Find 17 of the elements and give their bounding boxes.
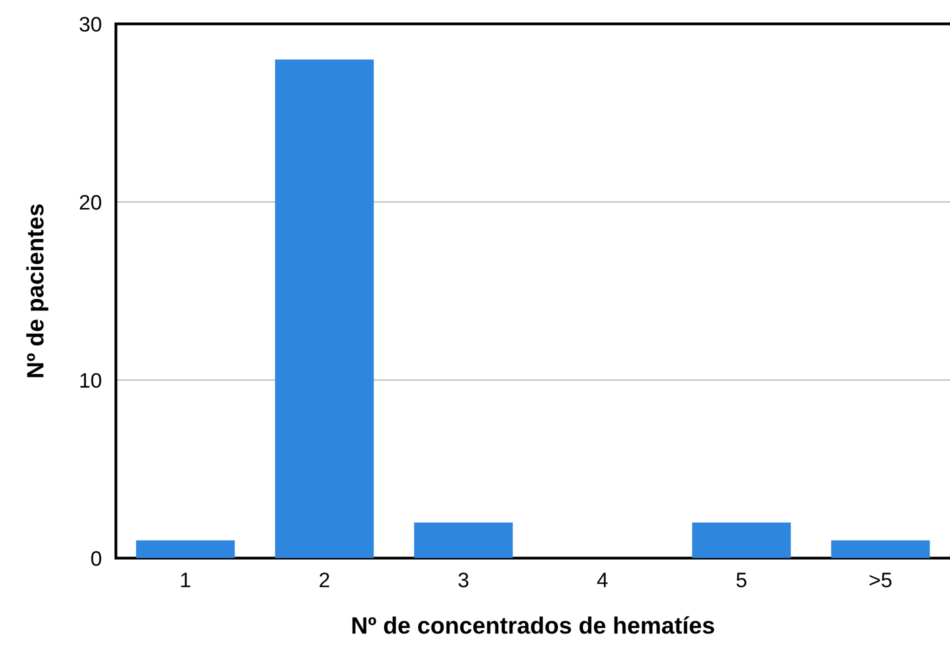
bar: [414, 522, 513, 558]
y-tick-label: 0: [91, 551, 102, 566]
x-tick-label: 4: [597, 572, 608, 588]
x-tick-label: 3: [458, 572, 468, 588]
y-tick-label: 20: [80, 194, 102, 210]
x-tick-label: >5: [870, 572, 892, 588]
x-tick-label: 2: [320, 572, 330, 588]
x-axis-title: Nº de concentrados de hematíes: [352, 616, 714, 634]
y-tick-label: 10: [80, 373, 102, 388]
y-axis-title: Nº de pacientes: [26, 204, 48, 378]
x-tick-label: 1: [181, 572, 190, 588]
bar: [136, 540, 235, 558]
bar: [692, 522, 791, 558]
x-tick-label: 5: [736, 572, 746, 588]
bar: [275, 60, 374, 558]
bar: [831, 540, 930, 558]
y-tick-label: 30: [80, 16, 102, 32]
